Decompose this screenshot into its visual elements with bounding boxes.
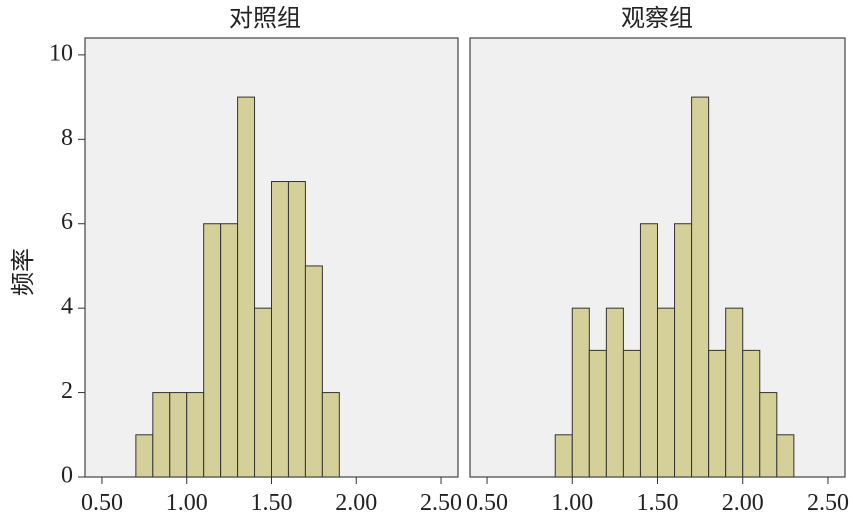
histogram-bar (622, 349, 641, 478)
y-tick-label: 8 (61, 125, 73, 151)
y-axis-title: 频率 (9, 248, 37, 296)
y-tick-label: 10 (49, 40, 73, 66)
histogram-bar (605, 307, 624, 478)
histogram-bar (254, 307, 273, 478)
histogram-bar (186, 392, 205, 478)
y-tick-label: 2 (61, 378, 73, 404)
x-tick-label: 2.00 (335, 490, 377, 516)
histogram-bar (152, 392, 171, 478)
histogram-bar (691, 96, 710, 478)
x-tick-label: 0.50 (466, 490, 508, 516)
x-tick-label: 1.50 (251, 490, 293, 516)
x-tick-label: 0.50 (81, 490, 123, 516)
panel-control-group: 对照组 0.50 1.00 1.50 2.00 2.50 0 2 4 6 8 10 (49, 4, 462, 516)
y-tick-label: 4 (61, 294, 73, 320)
histogram-bar (588, 349, 607, 478)
histogram-bar (742, 349, 761, 478)
x-tick-label: 1.00 (551, 490, 593, 516)
histogram-bar (657, 307, 676, 478)
histogram-bar (271, 181, 289, 478)
panel-title-observation: 观察组 (621, 4, 693, 32)
x-tick-label: 1.00 (166, 490, 208, 516)
histogram-bar (776, 434, 795, 478)
x-tick-label: 2.50 (420, 490, 462, 516)
x-tick-label: 2.50 (807, 490, 849, 516)
histogram-bar (237, 96, 256, 478)
histogram-bar (708, 349, 727, 478)
y-tick-label: 6 (61, 209, 73, 235)
y-tick-label: 0 (61, 463, 73, 489)
x-tick-label: 2.00 (722, 490, 764, 516)
histogram-bar (135, 434, 154, 478)
histogram-bar (674, 223, 693, 478)
panel-title-control: 对照组 (229, 4, 301, 32)
histogram-bar (304, 265, 323, 478)
x-tick-label: 1.50 (637, 490, 679, 516)
histogram-bar (554, 434, 573, 478)
histogram-bar (321, 392, 340, 478)
histogram-bar (220, 223, 239, 478)
histogram-bar (203, 223, 222, 478)
histogram-bar (639, 223, 658, 478)
histogram-bar (759, 392, 778, 478)
panel-observation-group: 观察组 0.50 1.00 1.50 2.00 2.50 (466, 4, 849, 516)
histogram-bar (169, 392, 188, 478)
histogram-bar (571, 307, 590, 478)
histogram-bar (725, 307, 744, 478)
histogram-bar (287, 181, 306, 478)
